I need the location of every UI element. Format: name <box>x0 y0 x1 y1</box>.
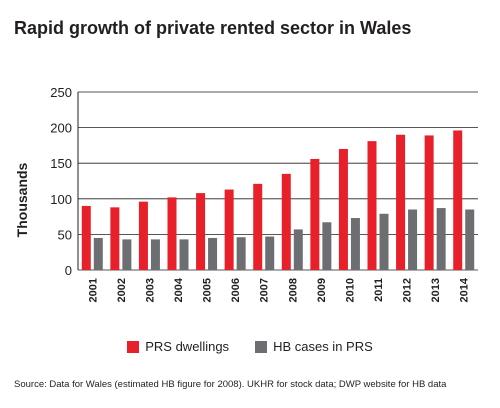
bar-prs-dwellings-2010 <box>338 148 348 270</box>
legend-item-prs-dwellings: PRS dwellings <box>127 339 229 354</box>
bar-hb-cases-2009 <box>322 222 332 270</box>
bar-prs-dwellings-2004 <box>167 197 177 270</box>
legend-swatch-hb-cases <box>255 340 268 353</box>
x-tick-label-2010: 2010 <box>344 278 356 302</box>
bar-prs-dwellings-2007 <box>253 183 263 270</box>
bar-hb-cases-2004 <box>179 239 189 270</box>
bar-prs-dwellings-2006 <box>224 189 234 270</box>
x-tick-label-2013: 2013 <box>430 278 442 302</box>
bar-prs-dwellings-2003 <box>138 201 148 270</box>
bar-hb-cases-2011 <box>379 213 389 270</box>
bar-hb-cases-2013 <box>436 208 446 270</box>
y-tick-label-150: 150 <box>50 156 72 171</box>
x-tick-label-2008: 2008 <box>287 278 299 302</box>
legend: PRS dwellings HB cases in PRS <box>0 339 500 354</box>
legend-label-prs-dwellings: PRS dwellings <box>145 339 230 354</box>
bar-hb-cases-2005 <box>208 237 218 270</box>
x-tick-label-2007: 2007 <box>259 278 271 302</box>
bar-hb-cases-2007 <box>265 236 275 270</box>
bar-hb-cases-2001 <box>93 237 103 270</box>
bar-prs-dwellings-2014 <box>453 130 463 270</box>
x-tick-label-2005: 2005 <box>202 278 214 302</box>
x-tick-label-2014: 2014 <box>459 277 471 302</box>
bar-prs-dwellings-2002 <box>110 207 120 270</box>
bar-prs-dwellings-2009 <box>310 158 320 270</box>
x-tick-label-2012: 2012 <box>402 278 414 302</box>
bar-prs-dwellings-2012 <box>396 134 406 270</box>
x-tick-label-2009: 2009 <box>316 278 328 302</box>
legend-label-hb-cases: HB cases in PRS <box>273 339 373 354</box>
bar-prs-dwellings-2011 <box>367 141 377 270</box>
x-tick-label-2004: 2004 <box>173 277 185 302</box>
y-tick-label-0: 0 <box>65 263 72 278</box>
bar-hb-cases-2012 <box>408 209 418 270</box>
bar-hb-cases-2002 <box>122 239 132 270</box>
bar-hb-cases-2008 <box>293 229 303 270</box>
x-tick-label-2006: 2006 <box>230 278 242 302</box>
y-tick-label-250: 250 <box>50 85 72 100</box>
bar-hb-cases-2010 <box>350 218 360 270</box>
bar-prs-dwellings-2005 <box>196 193 206 270</box>
x-tick-label-2011: 2011 <box>373 278 385 302</box>
y-tick-label-200: 200 <box>50 121 72 136</box>
bar-hb-cases-2006 <box>236 237 246 270</box>
chart-title: Rapid growth of private rented sector in… <box>14 18 412 38</box>
y-tick-label-100: 100 <box>50 192 72 207</box>
x-tick-label-2001: 2001 <box>87 278 99 302</box>
x-tick-label-2002: 2002 <box>116 278 128 302</box>
bar-prs-dwellings-2013 <box>424 135 434 270</box>
bar-hb-cases-2003 <box>150 239 160 270</box>
bar-prs-dwellings-2008 <box>281 173 291 270</box>
bar-hb-cases-2014 <box>465 209 475 270</box>
x-tick-label-2003: 2003 <box>144 278 156 302</box>
y-tick-label-50: 50 <box>58 227 72 242</box>
legend-swatch-prs-dwellings <box>127 340 140 353</box>
bar-prs-dwellings-2001 <box>81 205 91 270</box>
legend-item-hb-cases: HB cases in PRS <box>255 339 373 354</box>
source-note: Source: Data for Wales (estimated HB fig… <box>14 379 447 390</box>
